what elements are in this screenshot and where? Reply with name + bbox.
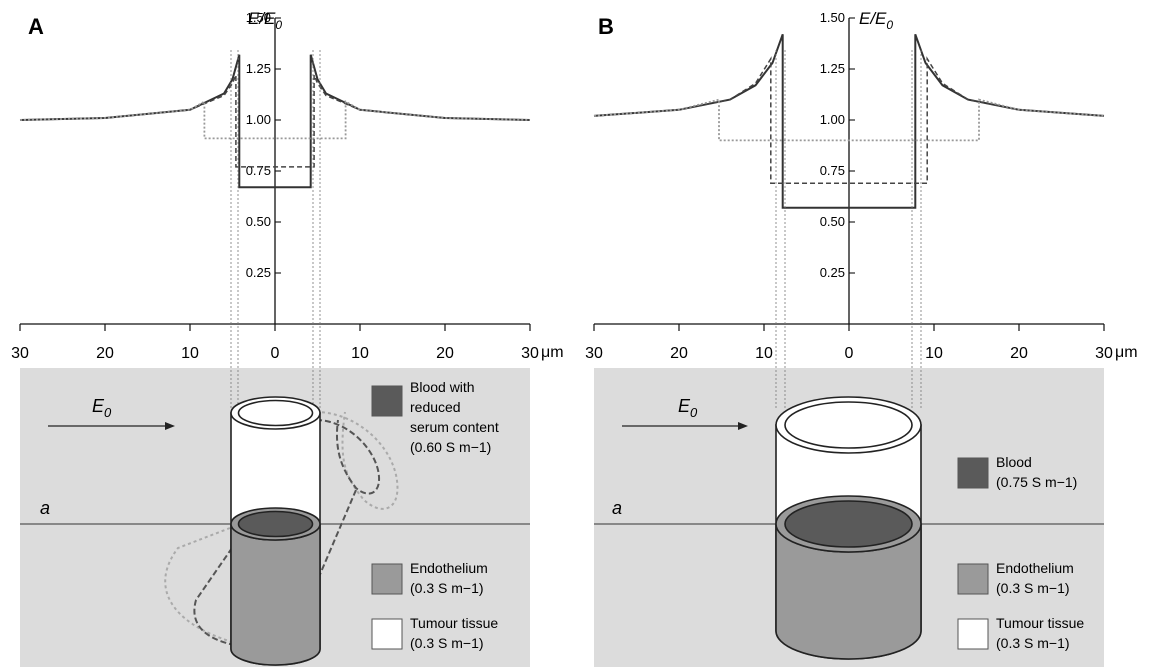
panel-letter-a: A xyxy=(28,14,44,39)
x-tick-label: 20 xyxy=(96,345,114,362)
x-tick-label: 20 xyxy=(436,345,454,362)
x-tick-label: 10 xyxy=(755,345,773,362)
x-tick-label: 30 xyxy=(585,345,603,362)
series-line-solid xyxy=(593,33,1105,209)
legend-swatch-blood-b xyxy=(957,457,989,489)
vessel-lumen-top-b xyxy=(784,401,913,449)
y-tick-label: 1.00 xyxy=(246,112,271,127)
field-arrow-b: E0 xyxy=(622,396,748,430)
x-tick-label: 30 xyxy=(521,345,539,362)
blood-section-b xyxy=(784,500,913,548)
vessel-lumen-top-a xyxy=(237,399,314,427)
x-tick-label: 0 xyxy=(845,345,854,362)
y-tick-label: 0.75 xyxy=(820,163,845,178)
x-tick-label: 10 xyxy=(925,345,943,362)
legend-swatch-blood-a xyxy=(371,385,403,417)
x-tick-label: 10 xyxy=(181,345,199,362)
y-axis-title-a: E/E0 xyxy=(248,9,282,32)
x-tick-label: 30 xyxy=(11,345,29,362)
legend-label-endothelium-a: Endothelium (0.3 S m−1) xyxy=(410,560,492,596)
y-tick-label: 0.25 xyxy=(820,265,845,280)
legend-swatch-endothelium-a xyxy=(371,563,403,595)
panel-a: A 30 20 10 0 10 20 300.250.500.751.001.251.50 … xyxy=(11,9,564,667)
y-axis-title-b: E/E0 xyxy=(859,9,893,32)
legend-swatch-tissue-b xyxy=(957,618,989,650)
x-tick-label: 10 xyxy=(351,345,369,362)
field-label-b: E0 xyxy=(678,396,698,420)
field-arrow-a: E0 xyxy=(48,396,175,430)
legend-a: Blood with reduced serum content (0.60 S… xyxy=(371,379,503,651)
series-line-dashed xyxy=(593,56,1105,184)
y-tick-label: 1.50 xyxy=(246,10,271,25)
vessel-cylinder-a xyxy=(230,396,321,666)
plane-label-a: a xyxy=(40,498,50,518)
legend-label-blood-a: Blood with reduced serum content (0.60 S… xyxy=(410,379,503,455)
y-tick-label: 0.50 xyxy=(246,214,271,229)
legend-swatch-endothelium-b xyxy=(957,563,989,595)
series-line-dotted xyxy=(19,100,531,140)
blood-section-a xyxy=(237,510,314,538)
panel-letter-b: B xyxy=(598,14,614,39)
y-tick-label: 0.50 xyxy=(820,214,845,229)
y-tick-label: 1.25 xyxy=(246,61,271,76)
x-tick-label: 0 xyxy=(271,345,280,362)
y-tick-label: 0.75 xyxy=(246,163,271,178)
legend-label-blood-b: Blood (0.75 S m−1) xyxy=(996,454,1077,490)
legend-label-endothelium-b: Endothelium (0.3 S m−1) xyxy=(996,560,1078,596)
vessel-cylinder-b xyxy=(775,396,922,660)
plane-label-b: a xyxy=(612,498,622,518)
x-tick-label: 20 xyxy=(1010,345,1028,362)
y-tick-label: 0.25 xyxy=(246,265,271,280)
x-tick-label: 30 xyxy=(1095,345,1113,362)
legend-b: Blood (0.75 S m−1) Endothelium (0.3 S m−… xyxy=(957,454,1088,651)
y-tick-label: 1.25 xyxy=(820,61,845,76)
plot-b: 30 20 10 0 10 20 30 0.25 0.50 0.75 1.00 1.25 1.50 xyxy=(585,10,1113,362)
plot-a: 30 20 10 0 10 20 30 0.25 0.50 0.75 1.00 1.25 1.50 xyxy=(11,10,539,362)
y-tick-label: 1.50 xyxy=(820,10,845,25)
series-line-dotted xyxy=(593,98,1105,142)
endothelium-section-a xyxy=(230,523,321,666)
legend-label-tissue-b: Tumour tissue (0.3 S m−1) xyxy=(996,615,1088,651)
x-axis-unit-a: μm xyxy=(541,344,564,361)
legend-label-tissue-a: Tumour tissue (0.3 S m−1) xyxy=(410,615,502,651)
x-tick-label: 20 xyxy=(670,345,688,362)
x-axis-unit-b: μm xyxy=(1115,344,1138,361)
panel-b: B 30 20 10 0 10 20 300.250.500.751.001.251.50 … xyxy=(585,9,1138,667)
legend-swatch-tissue-a xyxy=(371,618,403,650)
y-tick-label: 1.00 xyxy=(820,112,845,127)
field-label-a: E0 xyxy=(92,396,112,420)
